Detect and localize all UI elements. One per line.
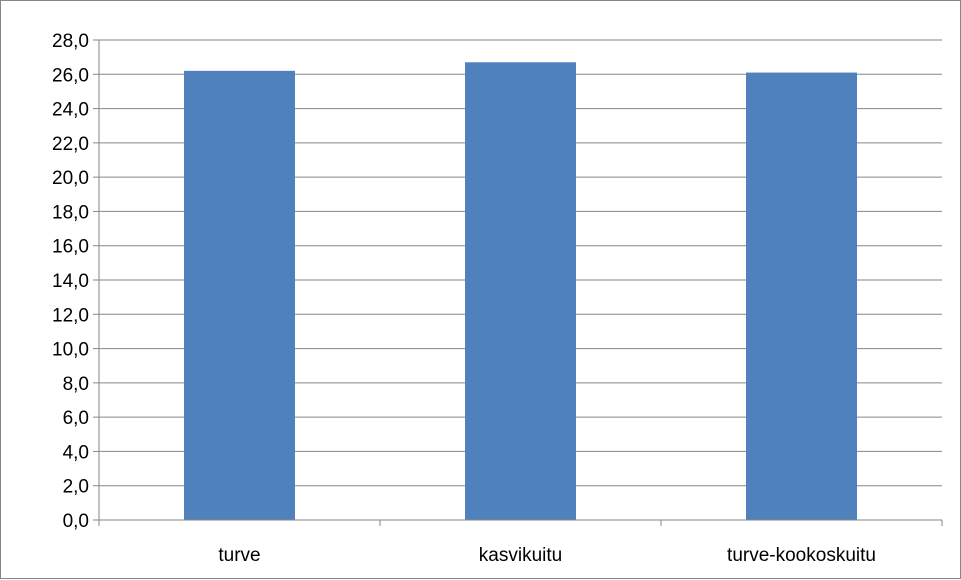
- y-tick-label: 8,0: [63, 374, 89, 395]
- y-tick-label: 22,0: [52, 134, 89, 155]
- axes: [98, 40, 943, 526]
- x-axis-tick-labels: turve kasvikuitu turve-kookoskuitu: [218, 545, 876, 566]
- y-tick-label: 16,0: [52, 237, 89, 258]
- y-axis-tick-labels: 0,0 2,0 4,0 6,0 8,0 10,0 12,0 14,0 16,0 18,0 20,0 2…: [52, 31, 89, 532]
- y-tick-label: 28,0: [52, 31, 89, 52]
- y-tick-label: 10,0: [52, 340, 89, 361]
- y-tick-label: 20,0: [52, 168, 89, 189]
- x-tick-label: turve: [218, 545, 260, 566]
- y-tick-label: 12,0: [52, 305, 89, 326]
- bar: [465, 62, 576, 521]
- y-tick-label: 26,0: [52, 65, 89, 86]
- y-tick-label: 24,0: [52, 100, 89, 121]
- bar: [184, 70, 295, 520]
- y-tick-label: 4,0: [63, 442, 89, 463]
- y-tick-label: 6,0: [63, 408, 89, 429]
- y-tick-label: 14,0: [52, 271, 89, 292]
- x-tick-label: kasvikuitu: [479, 545, 562, 566]
- bar: [746, 72, 857, 521]
- bars: [184, 62, 857, 521]
- x-tick-label: turve-kookoskuitu: [727, 545, 876, 566]
- y-tick-label: 18,0: [52, 202, 89, 223]
- y-tick-label: 0,0: [63, 511, 89, 532]
- y-tick-label: 2,0: [63, 477, 89, 498]
